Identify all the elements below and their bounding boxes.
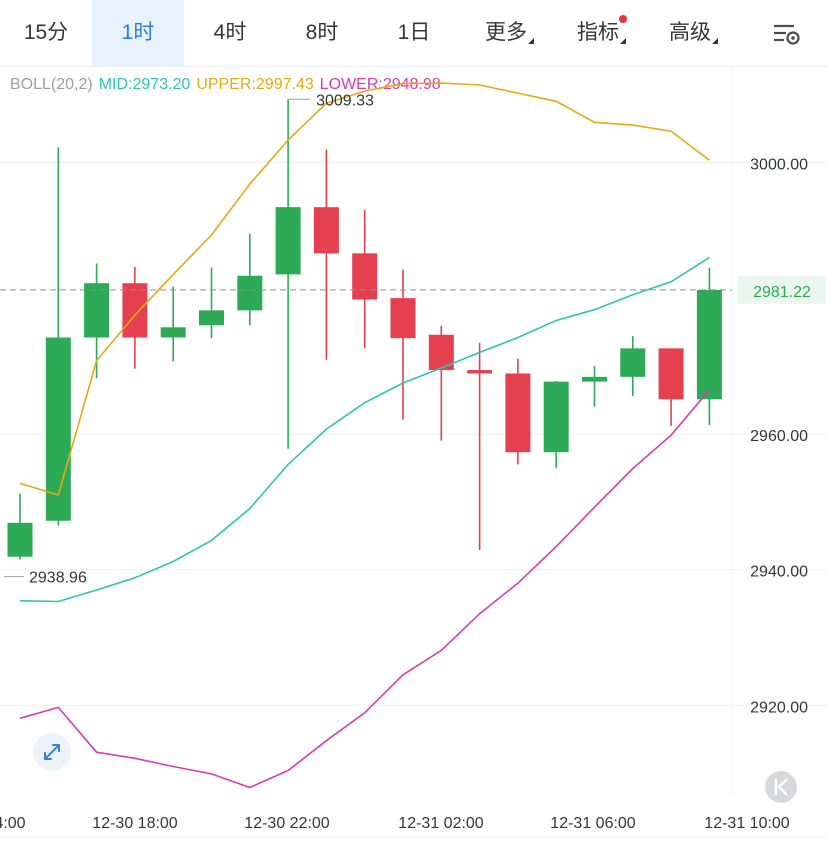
candle-body [313,207,339,254]
x-tick-label: 12-31 10:00 [704,815,790,832]
candle-body [658,348,684,400]
tab-4h[interactable]: 4时 [184,0,276,66]
dropdown-triangle-icon [620,38,626,44]
chart-settings-icon[interactable] [772,18,802,48]
x-tick-label: 4:00 [0,815,26,832]
tab-indicators[interactable]: 指标 [552,0,644,66]
candle-body [390,298,416,339]
tab-advanced[interactable]: 高级 [644,0,736,66]
tab-label: 高级 [669,21,711,44]
boll-upper-line [19,82,710,497]
current-price-label: 2981.22 [753,284,811,301]
tab-8h[interactable]: 8时 [276,0,368,66]
collapse-icon[interactable] [765,771,797,803]
candle-body [543,381,569,453]
candle-body [7,522,33,557]
boll-legend: BOLL(20,2) MID:2973.20 UPPER:2997.43 LOWER:… [10,76,447,94]
x-tick-label: 12-30 18:00 [92,815,178,832]
notification-dot-icon [619,15,627,23]
tab-label: 4时 [213,21,247,44]
tab-1d[interactable]: 1日 [368,0,460,66]
tab-label: 1时 [121,21,155,44]
tab-label: 更多 [485,21,527,44]
y-tick-label: 2920.00 [750,699,808,716]
candle-body [84,283,110,338]
tab-label: 1日 [397,21,431,44]
x-tick-label: 12-30 22:00 [244,815,330,832]
candle-body [122,283,148,338]
tab-label: 指标 [577,21,619,44]
dropdown-triangle-icon [712,38,718,44]
tab-label: 8时 [305,21,339,44]
tab-more[interactable]: 更多 [460,0,552,66]
x-tick-label: 12-31 06:00 [550,815,636,832]
candle-body [620,348,646,377]
boll-lower-line [19,389,711,789]
tab-label: 15分 [23,21,69,44]
legend-mid: MID:2973.20 [98,76,191,93]
candle-body [45,337,71,521]
max-price-label: 3009.33 [316,92,374,109]
legend-indicator-name: BOLL(20,2) [10,76,93,93]
min-price-label: 2938.96 [29,570,87,587]
current-price-tag-bg [738,275,826,304]
tab-15m[interactable]: 15分 [0,0,92,66]
candle-body [160,327,186,338]
candle-body [199,310,224,326]
expand-arrows-icon[interactable] [32,732,72,772]
candle-body [582,376,607,382]
timeframe-tab-bar: 15分 1时 4时 8时 1日 更多 指标 高级 [0,0,828,67]
candle-body [467,370,493,374]
tab-1h[interactable]: 1时 [92,0,184,66]
boll-mid-line [19,256,710,603]
legend-upper: UPPER:2997.43 [196,76,314,93]
candlestick-chart[interactable]: 3000.00 2960.00 2940.00 2920.00 2981.22 3009.… [0,66,828,843]
dropdown-triangle-icon [528,38,534,44]
y-tick-label: 2940.00 [750,564,808,581]
candle-body [696,289,722,400]
y-tick-label: 2960.00 [750,428,808,445]
candle-body [275,207,301,275]
legend-lower: LOWER:2948.98 [319,76,441,93]
y-tick-label: 3000.00 [750,156,808,173]
candle-body [352,253,378,300]
candle-body [505,373,531,453]
candle-body [237,275,263,311]
x-tick-label: 12-31 02:00 [398,815,484,832]
